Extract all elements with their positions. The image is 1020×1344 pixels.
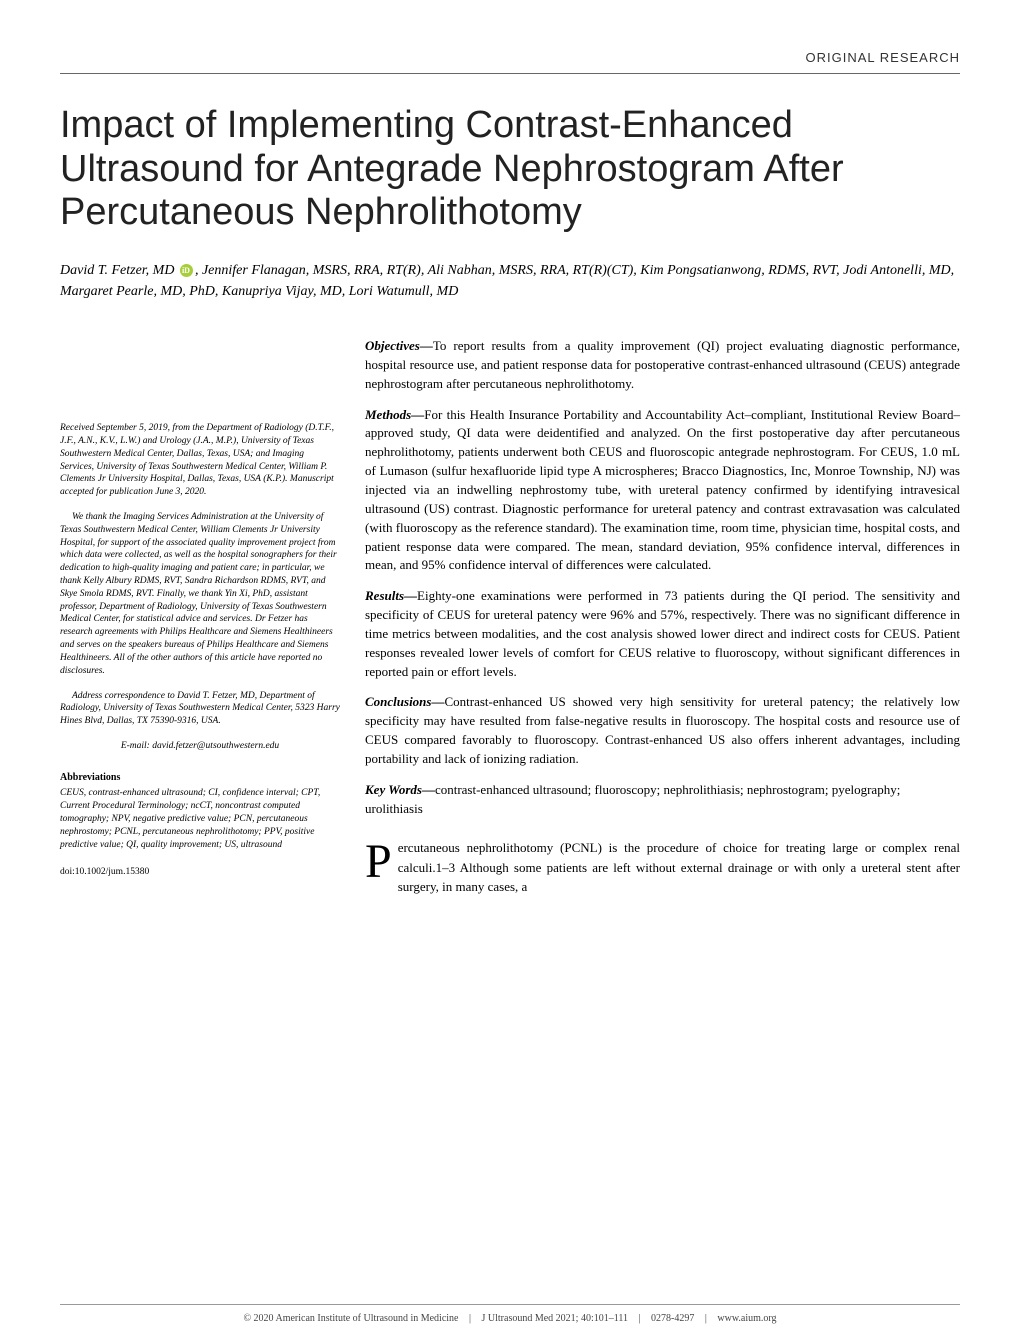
main-content: Received September 5, 2019, from the Dep… [60, 337, 960, 897]
footer-url: www.aium.org [717, 1313, 776, 1324]
left-sidebar: Received September 5, 2019, from the Dep… [60, 337, 340, 897]
methods-text: For this Health Insurance Portability an… [365, 407, 960, 573]
footer-copyright: © 2020 American Institute of Ultrasound … [243, 1313, 458, 1324]
abstract-methods: Methods—For this Health Insurance Portab… [365, 406, 960, 576]
keywords-text: contrast-enhanced ultrasound; fluoroscop… [365, 782, 900, 816]
article-type-label: ORIGINAL RESEARCH [60, 50, 960, 65]
footer-separator: | [639, 1313, 641, 1324]
dropcap-letter: P [365, 838, 398, 883]
author-text-1: David T. Fetzer, MD [60, 263, 174, 278]
abstract-results: Results—Eighty-one examinations were per… [365, 587, 960, 681]
body-text-content: ercutaneous nephrolithotomy (PCNL) is th… [398, 840, 960, 894]
affiliation-text: Received September 5, 2019, from the Dep… [60, 422, 340, 499]
footer-issn: 0278-4297 [651, 1313, 694, 1324]
email-text: E-mail: david.fetzer@utsouthwestern.edu [60, 740, 340, 753]
body-paragraph: Percutaneous nephrolithotomy (PCNL) is t… [365, 838, 960, 897]
abstract-objectives: Objectives—To report results from a qual… [365, 337, 960, 394]
orcid-icon [180, 264, 193, 277]
objectives-label: Objectives— [365, 338, 433, 353]
footer-journal: J Ultrasound Med 2021; 40:101–111 [482, 1313, 628, 1324]
abbreviations-text: CEUS, contrast-enhanced ultrasound; CI, … [60, 787, 340, 851]
conclusions-text: Contrast-enhanced US showed very high se… [365, 694, 960, 766]
acknowledgment-text: We thank the Imaging Services Administra… [60, 511, 340, 678]
results-text: Eighty-one examinations were performed i… [365, 588, 960, 678]
methods-label: Methods— [365, 407, 424, 422]
page-footer: © 2020 American Institute of Ultrasound … [60, 1304, 960, 1324]
author-list: David T. Fetzer, MD , Jennifer Flanagan,… [60, 260, 960, 302]
doi-text: doi:10.1002/jum.15380 [60, 866, 340, 879]
abbreviations-heading: Abbreviations [60, 771, 340, 785]
footer-separator: | [469, 1313, 471, 1324]
results-label: Results— [365, 588, 417, 603]
header-divider [60, 73, 960, 74]
keywords-section: Key Words—contrast-enhanced ultrasound; … [365, 781, 960, 819]
correspondence-text: Address correspondence to David T. Fetze… [60, 690, 340, 728]
footer-separator: | [705, 1313, 707, 1324]
abstract-conclusions: Conclusions—Contrast-enhanced US showed … [365, 693, 960, 768]
right-main-column: Objectives—To report results from a qual… [365, 337, 960, 897]
keywords-label: Key Words— [365, 782, 435, 797]
objectives-text: To report results from a quality improve… [365, 338, 960, 391]
article-title: Impact of Implementing Contrast-Enhanced… [60, 104, 960, 235]
author-text-2: , Jennifer Flanagan, MSRS, RRA, RT(R), A… [60, 263, 954, 299]
conclusions-label: Conclusions— [365, 694, 444, 709]
